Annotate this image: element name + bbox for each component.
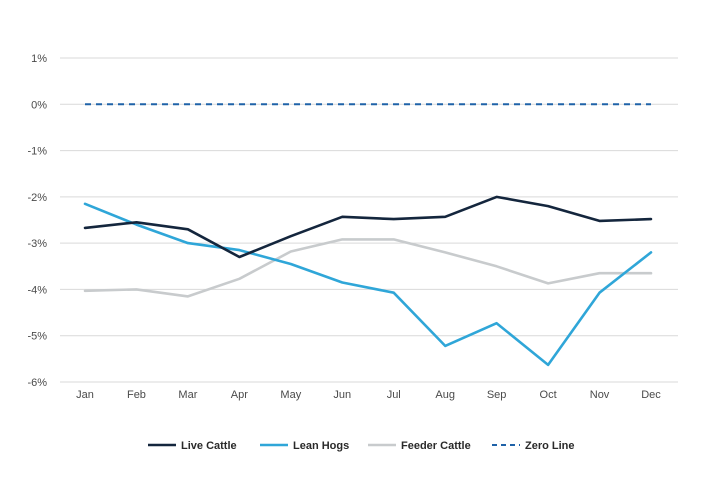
series-lines (83, 103, 653, 367)
y-axis-tick-labels: 1% 0% -1% -2% -3% -4% -5% -6% (27, 53, 47, 389)
x-tick-label: Mar (178, 389, 197, 401)
legend-label: Feeder Cattle (401, 440, 471, 452)
y-tick-label: -5% (27, 331, 47, 343)
y-tick-label: -1% (27, 146, 47, 158)
legend-label: Lean Hogs (293, 440, 349, 452)
x-axis-tick-labels: Jan Feb Mar Apr May Jun Jul Aug Sep Oct Nov Dec (76, 389, 661, 401)
series-line-lean-hogs (83, 202, 653, 367)
legend-label: Zero Line (525, 440, 575, 452)
y-tick-label: -3% (27, 238, 47, 250)
legend: Live Cattle Lean Hogs Feeder Cattle Zero Li… (148, 440, 575, 452)
gridlines (60, 57, 678, 383)
x-tick-label: Nov (590, 389, 610, 401)
x-tick-label: Oct (540, 389, 557, 401)
x-tick-label: Sep (487, 389, 507, 401)
y-tick-label: 0% (31, 99, 47, 111)
x-tick-label: Jan (76, 389, 94, 401)
x-tick-label: Jul (387, 389, 401, 401)
y-tick-label: -4% (27, 284, 47, 296)
x-tick-label: Aug (435, 389, 455, 401)
x-tick-label: Jun (333, 389, 351, 401)
series-line-feeder-cattle (83, 238, 653, 298)
x-tick-label: Dec (641, 389, 661, 401)
legend-label: Live Cattle (181, 440, 237, 452)
x-tick-label: May (280, 389, 301, 401)
series-line-live-cattle (83, 195, 653, 259)
y-tick-label: -6% (27, 377, 47, 389)
x-tick-label: Apr (231, 389, 248, 401)
y-tick-label: 1% (31, 53, 47, 65)
x-tick-label: Feb (127, 389, 146, 401)
y-tick-label: -2% (27, 192, 47, 204)
